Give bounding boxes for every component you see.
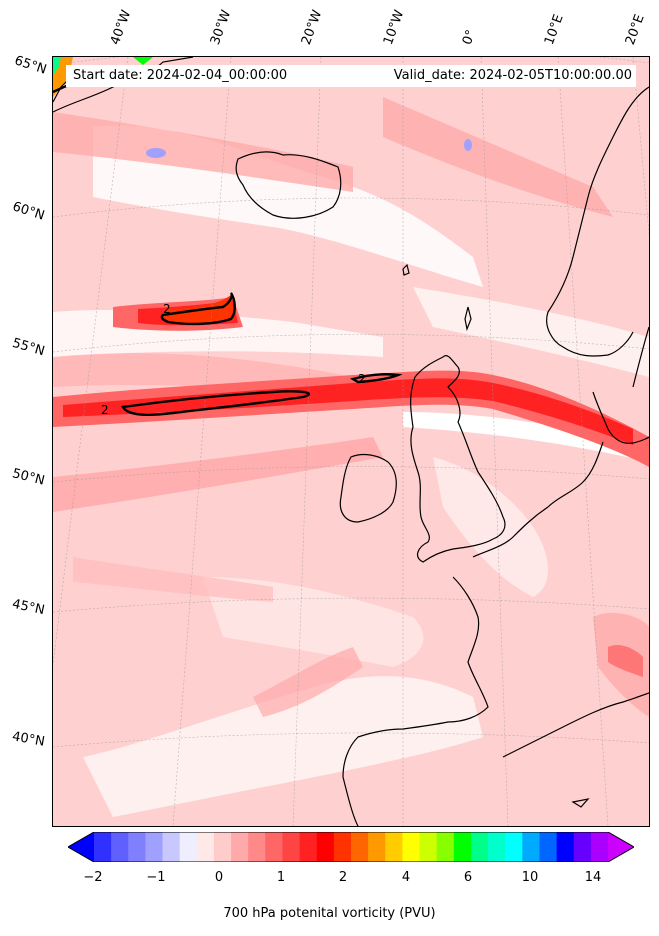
colorbar-segment xyxy=(94,832,112,862)
colorbar-segment xyxy=(299,832,318,862)
lat-label-65n: 65°N xyxy=(12,53,49,78)
graticule xyxy=(53,57,649,826)
colorbar-segment xyxy=(316,832,335,862)
colorbar-segment xyxy=(128,832,146,862)
map-panel[interactable]: 2 2 2 Start date: 2024-02-04_00:00:00 Va… xyxy=(52,56,650,827)
colorbar-segment xyxy=(488,832,506,862)
colorbar-segment xyxy=(590,832,609,862)
lon-label-10w: 10°W xyxy=(380,8,408,47)
colorbar-tick-1: −1 xyxy=(146,870,166,885)
colorbar-segment xyxy=(556,832,575,862)
colorbar-segment xyxy=(453,832,472,862)
colorbar-segment xyxy=(368,832,386,862)
lon-label-10e: 10°E xyxy=(541,12,567,48)
colorbar-segment xyxy=(248,832,266,862)
contour-label-lower: 2 xyxy=(101,403,109,417)
colorbar-tick-6: 6 xyxy=(463,870,473,885)
lat-label-45n: 45°N xyxy=(10,596,46,619)
header-box: Start date: 2024-02-04_00:00:00 Valid_da… xyxy=(66,65,636,87)
colorbar-segment xyxy=(179,832,198,862)
colorbar-segment xyxy=(505,832,523,862)
colorbar xyxy=(68,832,634,862)
colorbar-segment xyxy=(522,832,541,862)
colorbar-segment xyxy=(539,832,558,862)
colorbar-tick-0: −2 xyxy=(83,870,103,885)
map-svg: 2 2 2 xyxy=(53,57,649,826)
colorbar-segment xyxy=(351,832,369,862)
coastlines xyxy=(53,57,649,826)
colorbar-tick-8: 10 xyxy=(521,870,539,885)
lat-label-40n: 40°N xyxy=(10,729,46,750)
lon-label-20w: 20°W xyxy=(298,8,326,47)
lon-label-0: 0° xyxy=(459,27,480,47)
colorbar-segment xyxy=(470,832,489,862)
lat-label-60n: 60°N xyxy=(10,199,47,224)
lat-label-50n: 50°N xyxy=(10,466,47,489)
colorbar-extend-max xyxy=(608,832,634,862)
contour-label-upper: 2 xyxy=(163,302,171,316)
lat-label-55n: 55°N xyxy=(10,335,47,360)
colorbar-segment xyxy=(573,832,592,862)
valid-date-text: Valid_date: 2024-02-05T10:00:00.00 xyxy=(393,68,632,83)
start-date-text: Start date: 2024-02-04_00:00:00 xyxy=(73,68,288,83)
contour-label-right: 2 xyxy=(358,372,366,386)
colorbar-tick-2: 0 xyxy=(214,870,224,885)
colorbar-segment xyxy=(402,832,421,862)
colorbar-extend-min xyxy=(68,832,94,862)
colorbar-tick-4: 2 xyxy=(338,870,348,885)
lon-label-40w: 40°W xyxy=(107,8,135,47)
colorbar-segment xyxy=(385,832,403,862)
colorbar-segment xyxy=(231,832,249,862)
colorbar-segment xyxy=(196,832,215,862)
colorbar-segment xyxy=(213,832,232,862)
colorbar-tick-9: 14 xyxy=(584,870,602,885)
colorbar-segment xyxy=(419,832,438,862)
colorbar-label: 700 hPa potenital vorticity (PVU) xyxy=(223,906,436,921)
colorbar-segment xyxy=(265,832,284,862)
colorbar-segment xyxy=(145,832,164,862)
lon-label-30w: 30°W xyxy=(207,8,235,47)
colorbar-segment xyxy=(333,832,352,862)
colorbar-tick-5: 4 xyxy=(401,870,411,885)
colorbar-segment xyxy=(111,832,129,862)
colorbar-segment xyxy=(436,832,455,862)
lon-label-20e: 20°E xyxy=(622,12,648,48)
colorbar-segment xyxy=(282,832,301,862)
colorbar-tick-3: 1 xyxy=(276,870,286,885)
colorbar-segment xyxy=(162,832,181,862)
pv-field xyxy=(53,57,649,817)
